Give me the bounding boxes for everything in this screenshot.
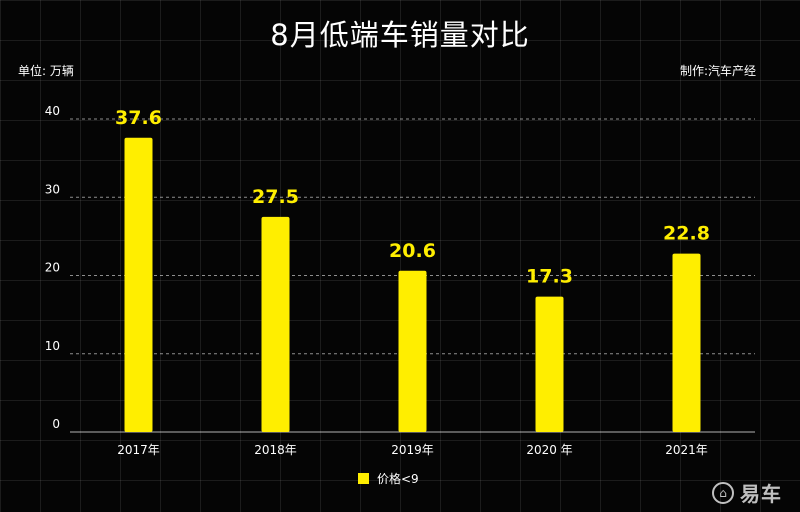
x-tick-label: 2017年 bbox=[117, 443, 160, 457]
x-tick-label: 2021年 bbox=[665, 443, 708, 457]
y-tick-label: 40 bbox=[45, 104, 60, 118]
bar-value-label: 22.8 bbox=[663, 223, 710, 245]
x-tick-label: 2019年 bbox=[391, 443, 434, 457]
bar bbox=[535, 296, 564, 432]
x-tick-label: 2020 年 bbox=[526, 443, 572, 457]
legend-label: 价格<9 bbox=[377, 472, 419, 486]
bar bbox=[261, 216, 290, 432]
bar bbox=[398, 270, 427, 432]
bar-value-label: 20.6 bbox=[389, 240, 436, 262]
yiche-logo-icon: ⌂ bbox=[712, 481, 734, 504]
y-tick-label: 20 bbox=[45, 261, 60, 275]
y-tick-label: 10 bbox=[45, 339, 60, 353]
legend: 价格<9 bbox=[358, 470, 419, 487]
bar-value-label: 37.6 bbox=[115, 107, 162, 129]
bar bbox=[124, 137, 153, 432]
unit-label: 单位: 万辆 bbox=[18, 64, 74, 78]
bar-value-label: 17.3 bbox=[526, 266, 573, 288]
y-tick-label: 30 bbox=[45, 182, 60, 196]
y-tick-label: 0 bbox=[52, 417, 60, 431]
watermark: ⌂ 易车 bbox=[712, 478, 782, 507]
watermark-text: 易车 bbox=[740, 482, 782, 506]
legend-swatch bbox=[358, 473, 369, 484]
credit-label: 制作:汽车产经 bbox=[679, 64, 756, 78]
bar bbox=[672, 253, 701, 432]
chart-title: 8月低端车销量对比 bbox=[270, 18, 530, 52]
bar-value-label: 27.5 bbox=[252, 186, 299, 208]
x-tick-label: 2018年 bbox=[254, 443, 297, 457]
